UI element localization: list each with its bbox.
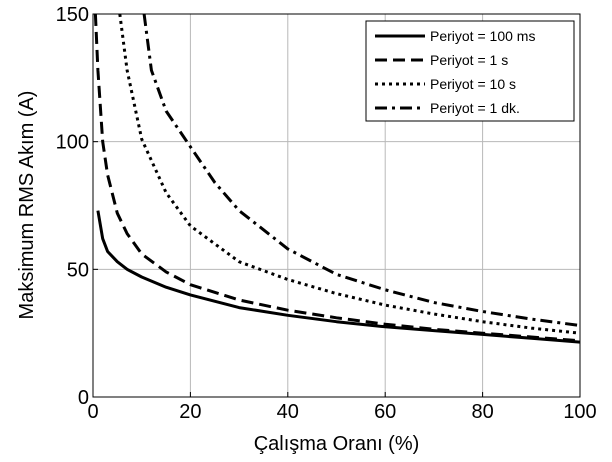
x-tick-label: 0	[87, 401, 98, 423]
plot-frame	[92, 13, 581, 398]
legend-label-1dk: Periyot = 1 dk.	[430, 100, 520, 116]
legend-box	[365, 20, 575, 122]
y-axis-label: Maksimum RMS Akım (A)	[16, 91, 38, 320]
y-tick-label: 50	[67, 259, 89, 281]
y-tick-label: 100	[56, 132, 89, 154]
tick-labels: 0 20 40 60 80 100 0 50 100 150	[56, 4, 597, 423]
x-tick-label: 40	[277, 401, 299, 423]
series-10s	[118, 14, 580, 335]
legend-label-100ms: Periyot = 100 ms	[430, 28, 535, 44]
series-1s	[93, 14, 580, 343]
x-tick-label: 100	[563, 401, 596, 423]
legend-label-10s: Periyot = 10 s	[430, 76, 516, 92]
x-tick-label: 60	[374, 401, 396, 423]
x-tick-label: 80	[471, 401, 493, 423]
y-tick-label: 150	[56, 4, 89, 26]
x-axis-label: Çalışma Oranı (%)	[254, 433, 420, 455]
legend: Periyot = 100 ms Periyot = 1 s Periyot =…	[365, 20, 575, 122]
x-tick-label: 20	[179, 401, 201, 423]
series-group	[93, 14, 580, 344]
y-tick-label: 0	[78, 387, 89, 409]
series-1dk	[142, 14, 580, 327]
legend-label-1s: Periyot = 1 s	[430, 52, 508, 68]
